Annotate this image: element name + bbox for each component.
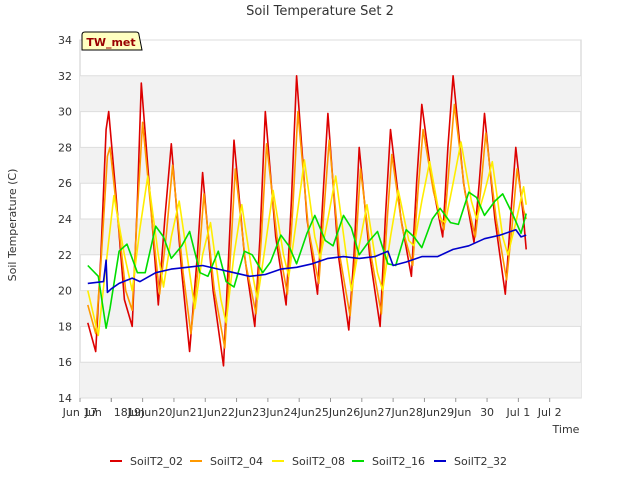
x-tick-label: 27Jun [378, 406, 409, 419]
legend: SoilT2_02 SoilT2_04 SoilT2_08 SoilT2_16 Soil… [110, 455, 507, 468]
y-tick-label: 16 [58, 356, 72, 369]
x-tick-label: 25Jun [315, 406, 346, 419]
y-tick-label: 30 [58, 106, 72, 119]
series-line-soilt2-16 [87, 191, 527, 329]
x-tick-label: Jun 17 [62, 406, 98, 419]
y-tick-label: 20 [58, 285, 72, 298]
x-tick-label: 24Jun [284, 406, 315, 419]
y-tick-label: 32 [58, 70, 72, 83]
y-tick-label: 14 [58, 392, 72, 405]
legend-label: SoilT2_08 [292, 455, 345, 468]
legend-label: SoilT2_32 [454, 455, 507, 468]
series-line-soilt2-32 [87, 228, 527, 294]
x-tick-label: Jun [84, 406, 102, 419]
x-axis-label: Time [552, 423, 580, 436]
x-tick-label: 28Jun [409, 406, 440, 419]
x-tick-label: Jul 2 [537, 406, 562, 419]
station-badge: TW_met [81, 31, 143, 51]
y-axis-label: Soil Temperature (C) [6, 169, 19, 282]
series-layer [87, 75, 527, 367]
x-tick-label: 30 [480, 406, 494, 419]
legend-label: SoilT2_04 [210, 455, 263, 468]
x-tick-label: 23Jun [252, 406, 283, 419]
y-tick-label: 34 [58, 34, 72, 47]
x-tick-label: 18Jun [114, 406, 145, 419]
x-tick-label: Jul 1 [505, 406, 530, 419]
plot-band [80, 290, 581, 327]
x-tick-label: 19Jun [127, 406, 158, 419]
x-tick-label: 20Jun [158, 406, 189, 419]
y-tick-label: 26 [58, 177, 72, 190]
y-tick-label: 28 [58, 141, 72, 154]
station-badge-box [81, 31, 143, 51]
legend-label: SoilT2_02 [130, 455, 183, 468]
y-tick-label: 18 [58, 320, 72, 333]
y-tick-label: 24 [58, 213, 72, 226]
x-tick-label: 26Jun [346, 406, 377, 419]
x-tick-label: 21Jun [190, 406, 221, 419]
x-tick-label: 22Jun [221, 406, 252, 419]
station-badge-label: TW_met [86, 36, 135, 49]
legend-label: SoilT2_16 [372, 455, 425, 468]
chart-title: Soil Temperature Set 2 [246, 4, 394, 19]
y-axis-ticks: 14 16 18 20 22 24 26 28 30 32 34 [58, 34, 72, 405]
x-tick-label: 29Jun [440, 406, 471, 419]
gridlines [80, 39, 581, 399]
y-tick-label: 22 [58, 249, 72, 262]
plot-band [80, 75, 581, 112]
plot-band [80, 362, 581, 398]
